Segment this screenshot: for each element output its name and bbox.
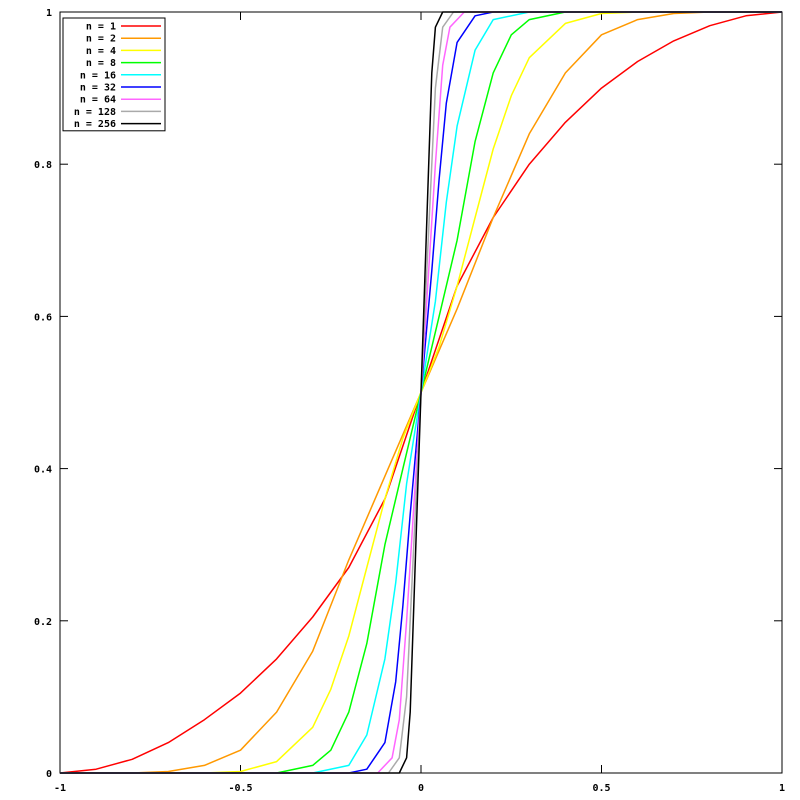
axes-group: -1 -0.5 0 0.5 1 0 0.2 0.4 0.6 0.8 1: [34, 8, 785, 794]
x-tick-label: 1: [779, 783, 785, 794]
legend-label: n = 16: [80, 70, 116, 81]
series-line-9: [60, 11, 782, 774]
x-tick-label: 0: [418, 783, 424, 794]
legend-label: n = 64: [80, 95, 116, 106]
x-tick-label: 0.5: [592, 783, 610, 794]
legend-label: n = 8: [86, 58, 116, 69]
legend: n = 1n = 2n = 4n = 8n = 16n = 32n = 64n …: [62, 17, 166, 132]
legend-label: n = 4: [86, 46, 116, 57]
y-tick-label: 0: [46, 769, 52, 780]
x-tick-label: -0.5: [228, 783, 252, 794]
y-tick-label: 0.4: [34, 465, 52, 476]
legend-label: n = 128: [74, 107, 116, 118]
legend-label: n = 256: [74, 119, 116, 130]
y-tick-label: 0.8: [34, 160, 52, 171]
y-tick-label: 0.6: [34, 312, 52, 323]
legend-label: n = 2: [86, 34, 116, 45]
legend-label: n = 1: [86, 22, 116, 33]
series-layer: [59, 11, 783, 774]
legend-label: n = 32: [80, 83, 116, 94]
y-tick-label: 1: [46, 8, 52, 19]
x-tick-label: -1: [54, 783, 66, 794]
y-tick-label: 0.2: [34, 617, 52, 628]
